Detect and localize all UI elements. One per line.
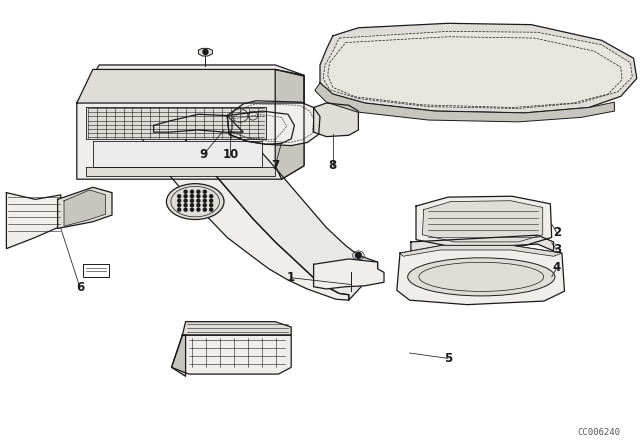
- Polygon shape: [154, 114, 243, 132]
- Circle shape: [184, 199, 187, 202]
- Polygon shape: [172, 335, 186, 376]
- Circle shape: [197, 208, 200, 211]
- Polygon shape: [182, 322, 291, 335]
- Polygon shape: [83, 264, 109, 277]
- Polygon shape: [227, 111, 294, 144]
- Circle shape: [191, 190, 193, 193]
- Ellipse shape: [408, 258, 555, 296]
- Polygon shape: [64, 190, 106, 226]
- Circle shape: [184, 204, 187, 207]
- Text: 3: 3: [553, 243, 561, 257]
- Ellipse shape: [166, 184, 224, 220]
- Circle shape: [210, 204, 212, 207]
- Polygon shape: [314, 259, 384, 289]
- Text: 8: 8: [329, 159, 337, 172]
- Circle shape: [204, 199, 206, 202]
- Circle shape: [355, 252, 362, 258]
- Polygon shape: [86, 167, 275, 176]
- Polygon shape: [6, 193, 61, 249]
- Circle shape: [204, 204, 206, 207]
- Circle shape: [210, 208, 212, 211]
- Circle shape: [197, 204, 200, 207]
- Polygon shape: [77, 69, 304, 103]
- Circle shape: [191, 195, 193, 198]
- Text: 1: 1: [287, 271, 295, 284]
- Polygon shape: [141, 121, 349, 300]
- Circle shape: [197, 190, 200, 193]
- Text: 6: 6: [76, 281, 84, 294]
- Polygon shape: [275, 69, 304, 179]
- Text: 2: 2: [553, 226, 561, 240]
- Circle shape: [191, 199, 193, 202]
- Circle shape: [210, 195, 212, 198]
- Polygon shape: [172, 335, 291, 374]
- Circle shape: [204, 195, 206, 198]
- Text: 10: 10: [222, 148, 239, 161]
- Circle shape: [184, 208, 187, 211]
- Text: 5: 5: [444, 352, 452, 365]
- Circle shape: [178, 195, 180, 198]
- Polygon shape: [77, 65, 304, 179]
- Polygon shape: [320, 23, 637, 113]
- Polygon shape: [400, 246, 562, 256]
- Text: 4: 4: [553, 261, 561, 275]
- Polygon shape: [323, 31, 632, 108]
- Polygon shape: [397, 246, 564, 305]
- Circle shape: [191, 208, 193, 211]
- Polygon shape: [314, 103, 358, 137]
- Circle shape: [204, 190, 206, 193]
- Circle shape: [178, 208, 180, 211]
- Polygon shape: [170, 114, 378, 300]
- Polygon shape: [198, 48, 212, 56]
- Polygon shape: [86, 107, 266, 139]
- Circle shape: [204, 208, 206, 211]
- Circle shape: [203, 49, 208, 55]
- Polygon shape: [227, 101, 320, 146]
- Polygon shape: [422, 201, 543, 242]
- Text: 9: 9: [200, 148, 207, 161]
- Polygon shape: [411, 235, 554, 251]
- Text: CC006240: CC006240: [578, 428, 621, 437]
- Circle shape: [210, 199, 212, 202]
- Circle shape: [355, 252, 362, 258]
- Circle shape: [184, 195, 187, 198]
- Circle shape: [197, 195, 200, 198]
- Circle shape: [178, 199, 180, 202]
- Circle shape: [184, 190, 187, 193]
- Polygon shape: [93, 141, 262, 167]
- Circle shape: [178, 204, 180, 207]
- Polygon shape: [416, 196, 552, 247]
- Polygon shape: [315, 83, 614, 122]
- Polygon shape: [58, 187, 112, 228]
- Text: 7: 7: [271, 159, 279, 172]
- Circle shape: [197, 199, 200, 202]
- Circle shape: [191, 204, 193, 207]
